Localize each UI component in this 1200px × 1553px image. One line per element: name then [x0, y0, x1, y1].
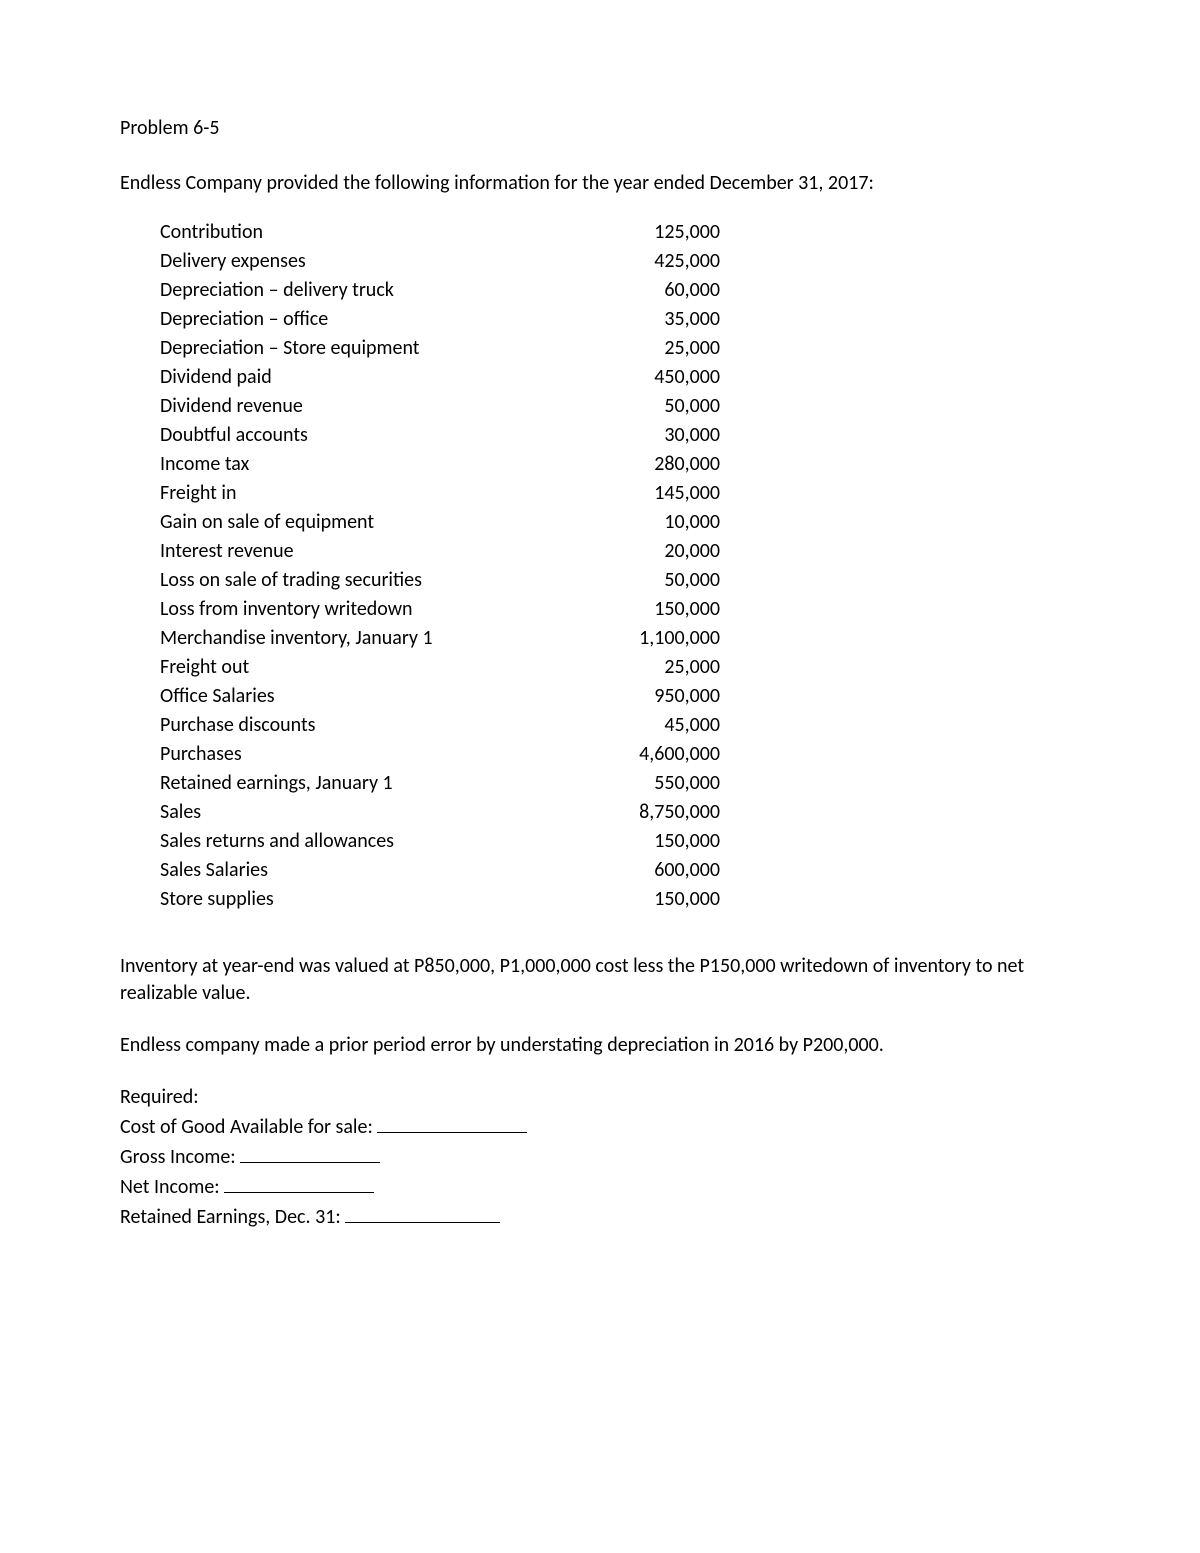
line-item-row: Freight out25,000: [160, 654, 1080, 681]
required-line: Net Income:: [120, 1172, 1080, 1201]
line-item-label: Loss from inventory writedown: [160, 596, 600, 623]
page: Problem 6-5 Endless Company provided the…: [0, 0, 1200, 1553]
line-item-value: 150,000: [600, 596, 720, 623]
line-item-value: 20,000: [600, 538, 720, 565]
line-item-label: Income tax: [160, 451, 600, 478]
note-prior-period: Endless company made a prior period erro…: [120, 1032, 1080, 1059]
line-item-row: Purchase discounts45,000: [160, 712, 1080, 739]
line-item-row: Income tax280,000: [160, 451, 1080, 478]
line-item-value: 125,000: [600, 219, 720, 246]
line-item-label: Depreciation – delivery truck: [160, 277, 600, 304]
line-item-label: Delivery expenses: [160, 248, 600, 275]
problem-heading: Problem 6-5: [120, 115, 1080, 142]
line-item-label: Retained earnings, January 1: [160, 770, 600, 797]
line-item-label: Freight in: [160, 480, 600, 507]
line-item-label: Depreciation – Store equipment: [160, 335, 600, 362]
line-item-value: 280,000: [600, 451, 720, 478]
line-item-value: 25,000: [600, 654, 720, 681]
line-item-row: Store supplies150,000: [160, 886, 1080, 913]
blank-line: [224, 1172, 374, 1193]
line-item-value: 150,000: [600, 886, 720, 913]
required-lines: Cost of Good Available for sale: Gross I…: [120, 1112, 1080, 1231]
blank-line: [345, 1202, 500, 1223]
blank-line: [240, 1142, 380, 1163]
line-item-label: Sales Salaries: [160, 857, 600, 884]
required-line: Cost of Good Available for sale:: [120, 1112, 1080, 1141]
line-item-label: Sales returns and allowances: [160, 828, 600, 855]
line-item-value: 50,000: [600, 393, 720, 420]
line-item-value: 45,000: [600, 712, 720, 739]
line-item-label: Depreciation – office: [160, 306, 600, 333]
required-line-label: Cost of Good Available for sale:: [120, 1115, 377, 1139]
line-item-label: Loss on sale of trading securities: [160, 567, 600, 594]
line-item-value: 600,000: [600, 857, 720, 884]
line-item-label: Sales: [160, 799, 600, 826]
blank-line: [377, 1112, 527, 1133]
line-item-row: Contribution125,000: [160, 219, 1080, 246]
line-item-row: Retained earnings, January 1550,000: [160, 770, 1080, 797]
line-item-row: Depreciation – Store equipment25,000: [160, 335, 1080, 362]
line-item-value: 50,000: [600, 567, 720, 594]
line-item-value: 10,000: [600, 509, 720, 536]
line-item-value: 35,000: [600, 306, 720, 333]
line-item-label: Merchandise inventory, January 1: [160, 625, 600, 652]
line-item-row: Loss from inventory writedown150,000: [160, 596, 1080, 623]
line-item-value: 4,600,000: [600, 741, 720, 768]
line-item-label: Dividend revenue: [160, 393, 600, 420]
required-line: Gross Income:: [120, 1142, 1080, 1171]
line-item-row: Merchandise inventory, January 11,100,00…: [160, 625, 1080, 652]
line-items-table: Contribution125,000Delivery expenses425,…: [160, 219, 1080, 913]
line-item-value: 550,000: [600, 770, 720, 797]
line-item-row: Sales8,750,000: [160, 799, 1080, 826]
line-item-value: 30,000: [600, 422, 720, 449]
line-item-row: Sales returns and allowances150,000: [160, 828, 1080, 855]
required-line: Retained Earnings, Dec. 31:: [120, 1202, 1080, 1231]
line-item-row: Dividend revenue50,000: [160, 393, 1080, 420]
line-item-row: Purchases4,600,000: [160, 741, 1080, 768]
intro-paragraph: Endless Company provided the following i…: [120, 170, 1080, 197]
note-inventory: Inventory at year-end was valued at P850…: [120, 953, 1080, 1007]
line-item-row: Sales Salaries600,000: [160, 857, 1080, 884]
line-item-label: Office Salaries: [160, 683, 600, 710]
required-line-label: Net Income:: [120, 1175, 224, 1199]
line-item-value: 425,000: [600, 248, 720, 275]
line-item-label: Contribution: [160, 219, 600, 246]
line-item-row: Delivery expenses425,000: [160, 248, 1080, 275]
required-block: Required: Cost of Good Available for sal…: [120, 1084, 1080, 1231]
line-item-row: Dividend paid450,000: [160, 364, 1080, 391]
line-item-value: 950,000: [600, 683, 720, 710]
line-item-value: 150,000: [600, 828, 720, 855]
line-item-row: Office Salaries950,000: [160, 683, 1080, 710]
line-item-label: Purchases: [160, 741, 600, 768]
line-item-row: Doubtful accounts30,000: [160, 422, 1080, 449]
line-item-value: 450,000: [600, 364, 720, 391]
line-item-row: Loss on sale of trading securities50,000: [160, 567, 1080, 594]
line-item-label: Purchase discounts: [160, 712, 600, 739]
line-item-label: Dividend paid: [160, 364, 600, 391]
line-item-label: Store supplies: [160, 886, 600, 913]
line-item-value: 1,100,000: [600, 625, 720, 652]
required-heading: Required:: [120, 1084, 1080, 1111]
line-item-row: Interest revenue20,000: [160, 538, 1080, 565]
line-item-label: Freight out: [160, 654, 600, 681]
line-item-label: Interest revenue: [160, 538, 600, 565]
line-item-value: 25,000: [600, 335, 720, 362]
line-item-row: Depreciation – delivery truck60,000: [160, 277, 1080, 304]
line-item-row: Gain on sale of equipment10,000: [160, 509, 1080, 536]
line-item-label: Gain on sale of equipment: [160, 509, 600, 536]
required-line-label: Retained Earnings, Dec. 31:: [120, 1205, 345, 1229]
line-item-value: 145,000: [600, 480, 720, 507]
line-item-value: 60,000: [600, 277, 720, 304]
line-item-row: Depreciation – office35,000: [160, 306, 1080, 333]
line-item-row: Freight in145,000: [160, 480, 1080, 507]
line-item-value: 8,750,000: [600, 799, 720, 826]
required-line-label: Gross Income:: [120, 1145, 240, 1169]
line-item-label: Doubtful accounts: [160, 422, 600, 449]
